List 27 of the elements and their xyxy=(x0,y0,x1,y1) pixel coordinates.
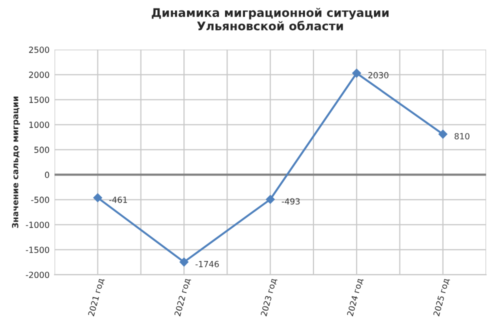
point xyxy=(93,193,102,202)
chart-title: Динамика миграционной ситуации Ульяновской области xyxy=(152,8,389,30)
data-label: 2030 xyxy=(368,72,388,78)
data-label: -461 xyxy=(109,196,127,203)
y-tick-label: 1000 xyxy=(29,122,50,128)
point xyxy=(438,130,448,139)
y-tick-label: -1500 xyxy=(26,246,50,254)
y-tick-label: 0 xyxy=(44,172,50,178)
y-tick-label: -2000 xyxy=(26,272,50,278)
data-label: -493 xyxy=(282,198,300,205)
point xyxy=(180,258,188,266)
x-tick-label: 2022 год xyxy=(174,278,192,317)
point xyxy=(266,194,275,204)
y-tick-label: -1000 xyxy=(26,222,50,228)
y-tick-label: 500 xyxy=(34,146,50,153)
y-axis-title: Значение сальдо миграции xyxy=(12,96,20,228)
point xyxy=(352,68,362,78)
data-label: -1746 xyxy=(196,260,219,268)
x-tick-label: 2021 год xyxy=(88,278,105,317)
y-tick-label: 2000 xyxy=(29,72,50,78)
y-tick-label: 1500 xyxy=(29,96,50,103)
x-tick-label: 2025 год xyxy=(433,278,450,317)
y-tick-label: 2500 xyxy=(29,46,50,53)
data-label: 810 xyxy=(454,133,470,140)
x-tick-label: 2024 год xyxy=(346,278,364,317)
y-tick-label: -500 xyxy=(31,196,50,203)
x-tick-label: 2023 год xyxy=(260,278,278,317)
